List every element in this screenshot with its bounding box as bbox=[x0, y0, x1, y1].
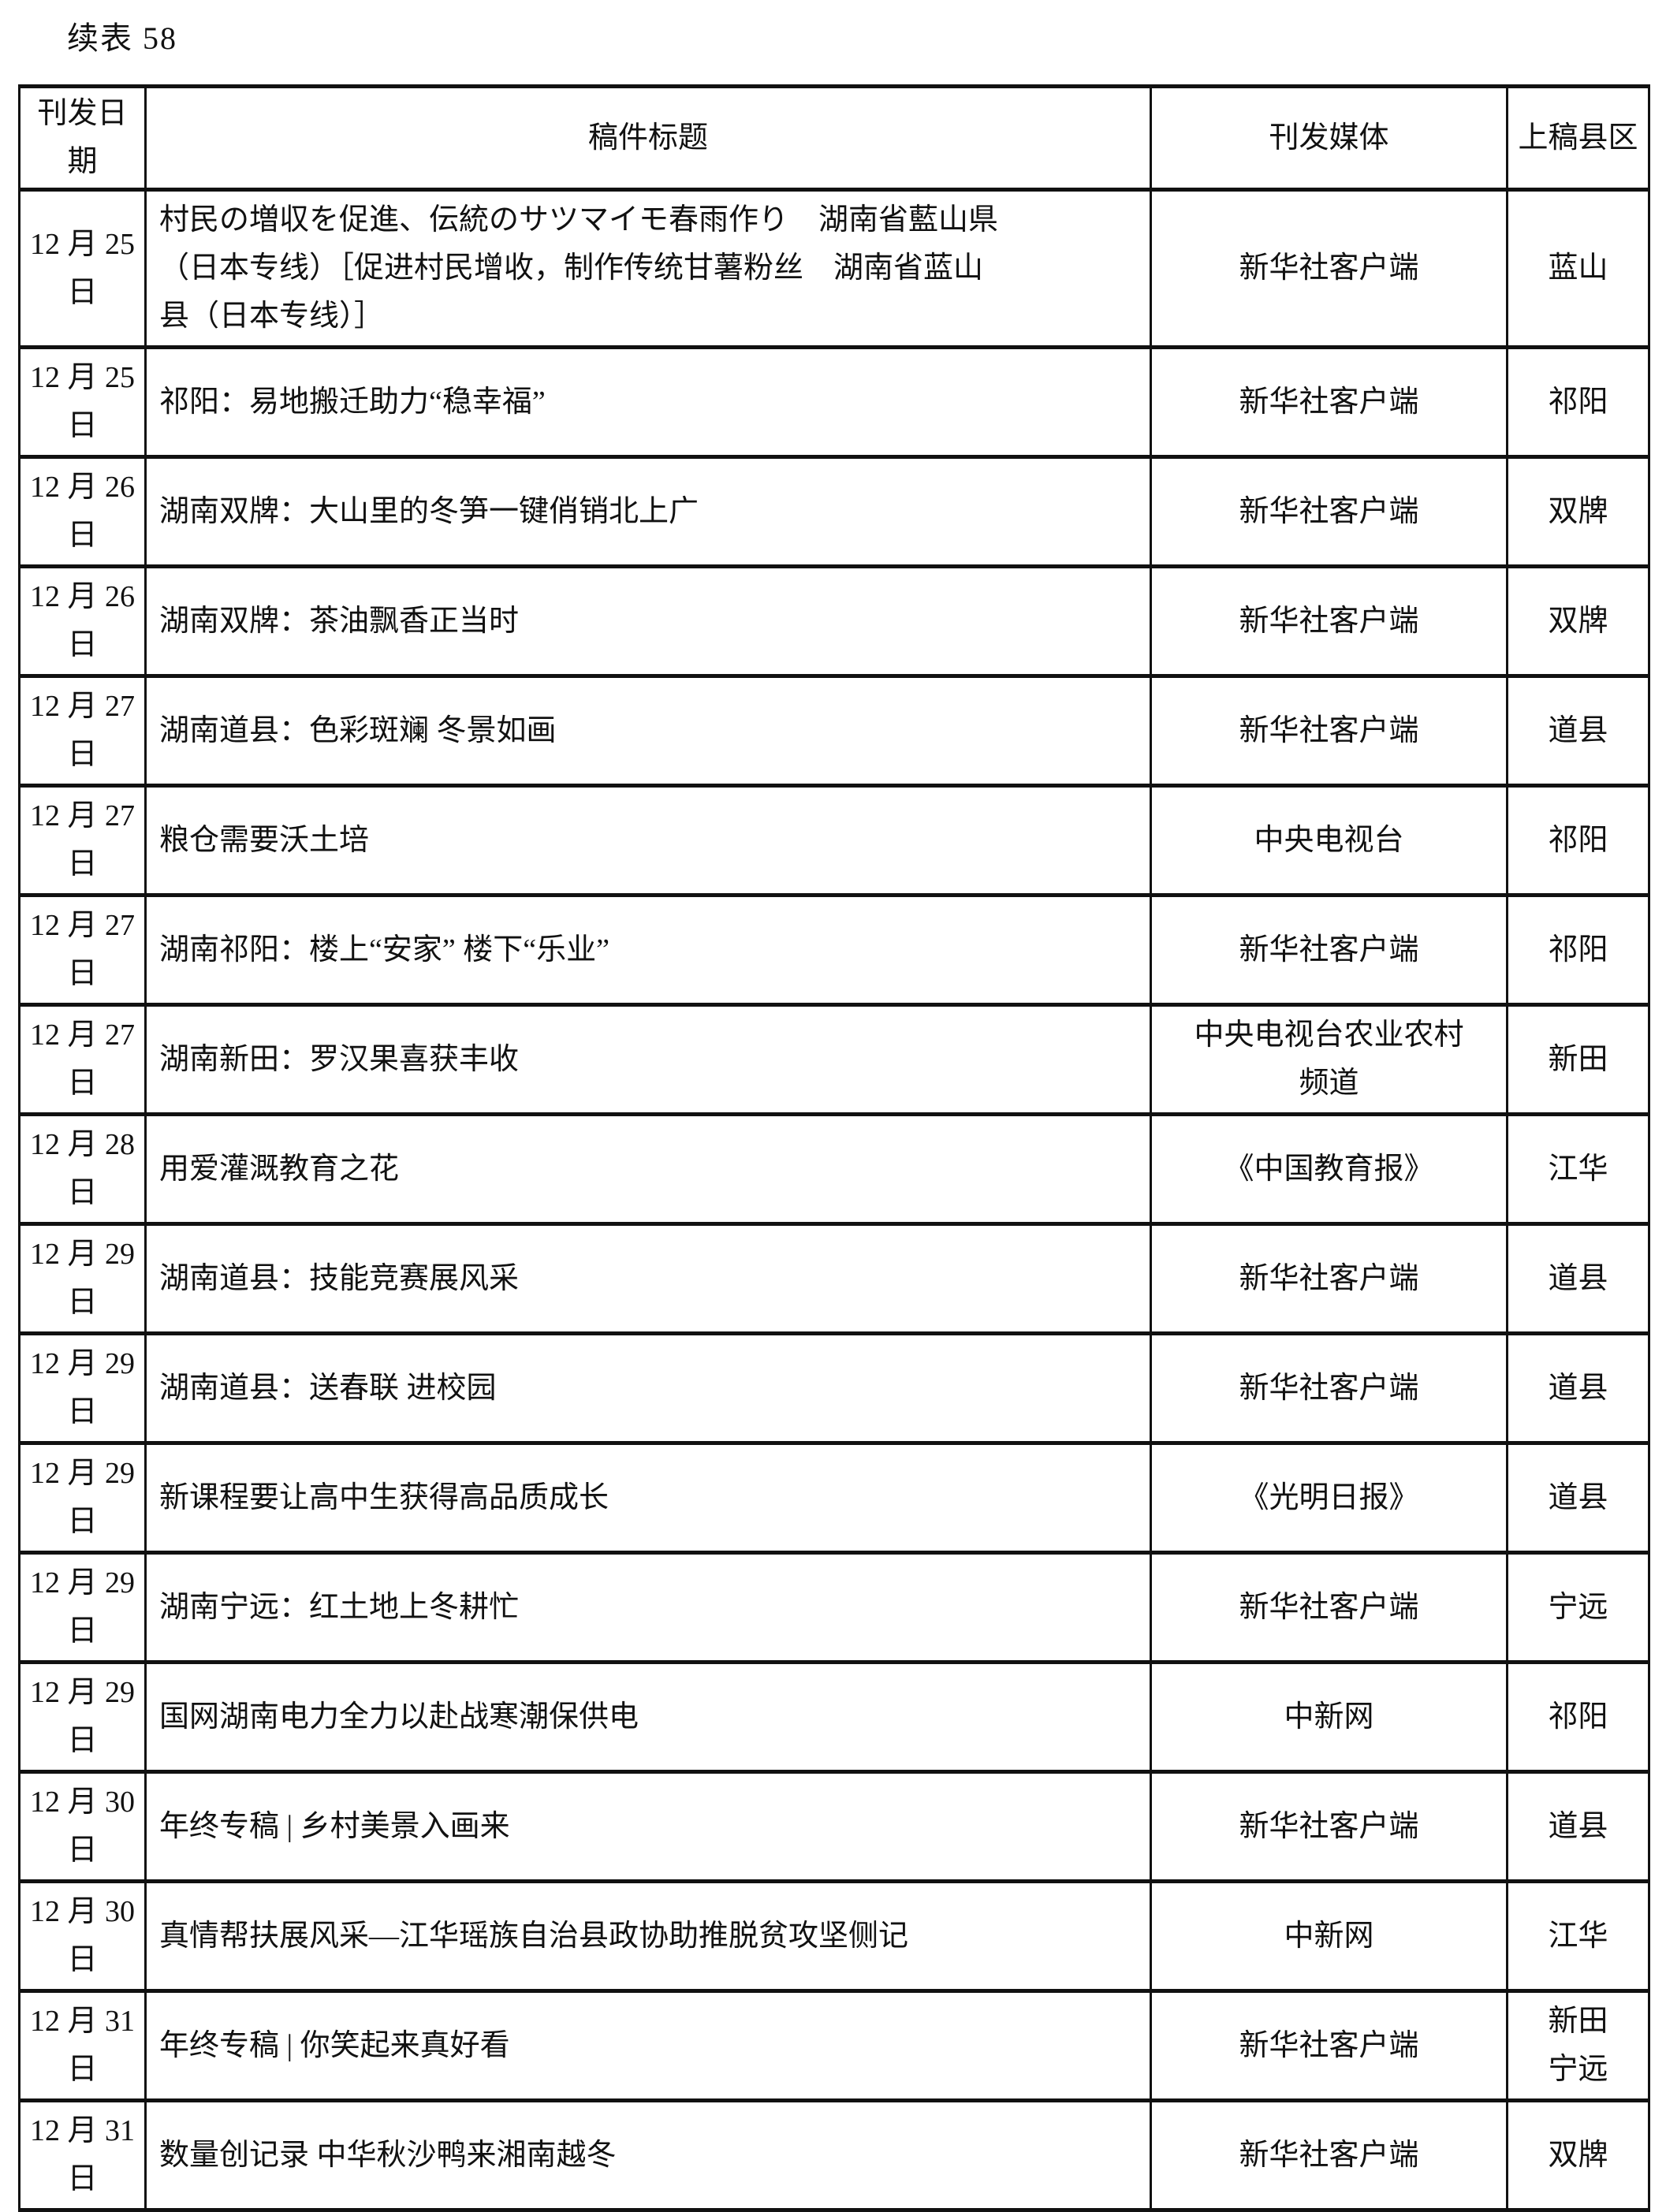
cell-county: 新田 宁远 bbox=[1506, 1989, 1650, 2102]
cell-date: 12 月 29 日 bbox=[18, 1441, 147, 1555]
cell-title: 湖南祁阳：楼上“安家” 楼下“乐业” bbox=[144, 893, 1152, 1007]
table-row: 12 月 30 日真情帮扶展风采—江华瑶族自治县政协助推脱贫攻坚侧记 中新网 江华 bbox=[18, 1879, 1650, 1993]
cell-media: 新华社客户端 bbox=[1150, 1989, 1508, 2102]
cell-date: 12 月 31 日 bbox=[18, 2098, 147, 2212]
cell-county: 祁阳 bbox=[1506, 784, 1650, 897]
cell-date: 12 月 26 日 bbox=[18, 564, 147, 678]
header-publish-date: 刊发日期 bbox=[18, 84, 147, 192]
cell-media: 新华社客户端 bbox=[1150, 674, 1508, 788]
cell-county: 祁阳 bbox=[1506, 1660, 1650, 1774]
table-row: 12 月 28 日用爱灌溉教育之花 《中国教育报》 江华 bbox=[18, 1112, 1650, 1226]
cell-media: 新华社客户端 bbox=[1150, 1222, 1508, 1335]
table-continuation-caption: 续表 58 bbox=[67, 20, 177, 56]
cell-county: 蓝山 bbox=[1506, 188, 1650, 349]
cell-media: 《光明日报》 bbox=[1150, 1441, 1508, 1555]
cell-media: 中央电视台 bbox=[1150, 784, 1508, 897]
cell-media: 新华社客户端 bbox=[1150, 2098, 1508, 2212]
header-article-title: 稿件标题 bbox=[144, 84, 1152, 192]
published-articles-table: 刊发日期 稿件标题 刊发媒体 上稿县区 12 月 25 日村民の増収を促進、伝統… bbox=[18, 84, 1650, 2212]
table-row: 12 月 29 日湖南道县：技能竞赛展风采 新华社客户端 道县 bbox=[18, 1222, 1650, 1335]
cell-date: 12 月 29 日 bbox=[18, 1331, 147, 1445]
table-row: 12 月 26 日湖南双牌：大山里的冬笋一键俏销北上广 新华社客户端 双牌 bbox=[18, 455, 1650, 568]
cell-title: 年终专稿 | 乡村美景入画来 bbox=[144, 1770, 1152, 1883]
cell-county: 江华 bbox=[1506, 1879, 1650, 1993]
cell-media: 新华社客户端 bbox=[1150, 455, 1508, 568]
cell-county: 道县 bbox=[1506, 674, 1650, 788]
cell-date: 12 月 25 日 bbox=[18, 188, 147, 349]
cell-title: 用爱灌溉教育之花 bbox=[144, 1112, 1152, 1226]
cell-county: 道县 bbox=[1506, 1770, 1650, 1883]
cell-media: 中新网 bbox=[1150, 1660, 1508, 1774]
cell-media: 中新网 bbox=[1150, 1879, 1508, 1993]
table-row: 12 月 31 日年终专稿 | 你笑起来真好看 新华社客户端 新田 宁远 bbox=[18, 1989, 1650, 2102]
cell-county: 双牌 bbox=[1506, 2098, 1650, 2212]
cell-title: 湖南道县：技能竞赛展风采 bbox=[144, 1222, 1152, 1335]
cell-media: 新华社客户端 bbox=[1150, 1770, 1508, 1883]
cell-county: 双牌 bbox=[1506, 564, 1650, 678]
cell-date: 12 月 27 日 bbox=[18, 1003, 147, 1116]
cell-title: 村民の増収を促進、伝統のサツマイモ春雨作り 湖南省藍山県 （日本专线）［促进村民… bbox=[144, 188, 1152, 349]
cell-media: 新华社客户端 bbox=[1150, 564, 1508, 678]
cell-county: 道县 bbox=[1506, 1331, 1650, 1445]
cell-date: 12 月 27 日 bbox=[18, 674, 147, 788]
cell-county: 祁阳 bbox=[1506, 893, 1650, 1007]
header-row: 刊发日期 稿件标题 刊发媒体 上稿县区 bbox=[18, 84, 1650, 192]
cell-media: 新华社客户端 bbox=[1150, 1551, 1508, 1664]
cell-title: 真情帮扶展风采—江华瑶族自治县政协助推脱贫攻坚侧记 bbox=[144, 1879, 1152, 1993]
cell-title: 湖南道县：色彩斑斓 冬景如画 bbox=[144, 674, 1152, 788]
cell-title: 粮仓需要沃土培 bbox=[144, 784, 1152, 897]
cell-date: 12 月 26 日 bbox=[18, 455, 147, 568]
table-row: 12 月 27 日湖南新田：罗汉果喜获丰收 中央电视台农业农村 频道 新田 bbox=[18, 1003, 1650, 1116]
table-row: 12 月 27 日湖南道县：色彩斑斓 冬景如画 新华社客户端 道县 bbox=[18, 674, 1650, 788]
table-row: 12 月 29 日湖南道县：送春联 进校园 新华社客户端 道县 bbox=[18, 1331, 1650, 1445]
cell-date: 12 月 31 日 bbox=[18, 1989, 147, 2102]
cell-title: 祁阳：易地搬迁助力“稳幸福” bbox=[144, 345, 1152, 459]
table-row: 12 月 25 日祁阳：易地搬迁助力“稳幸福” 新华社客户端 祁阳 bbox=[18, 345, 1650, 459]
cell-county: 江华 bbox=[1506, 1112, 1650, 1226]
cell-date: 12 月 27 日 bbox=[18, 893, 147, 1007]
cell-media: 新华社客户端 bbox=[1150, 1331, 1508, 1445]
table-row: 12 月 27 日粮仓需要沃土培 中央电视台 祁阳 bbox=[18, 784, 1650, 897]
cell-title: 湖南双牌：茶油飘香正当时 bbox=[144, 564, 1152, 678]
cell-date: 12 月 30 日 bbox=[18, 1770, 147, 1883]
cell-title: 湖南宁远：红土地上冬耕忙 bbox=[144, 1551, 1152, 1664]
cell-media: 新华社客户端 bbox=[1150, 345, 1508, 459]
cell-county: 宁远 bbox=[1506, 1551, 1650, 1664]
table-body: 12 月 25 日村民の増収を促進、伝統のサツマイモ春雨作り 湖南省藍山県 （日… bbox=[18, 188, 1650, 2212]
header-publish-media: 刊发媒体 bbox=[1150, 84, 1508, 192]
table-row: 12 月 26 日湖南双牌：茶油飘香正当时 新华社客户端 双牌 bbox=[18, 564, 1650, 678]
cell-county: 道县 bbox=[1506, 1441, 1650, 1555]
cell-date: 12 月 29 日 bbox=[18, 1551, 147, 1664]
cell-title: 国网湖南电力全力以赴战寒潮保供电 bbox=[144, 1660, 1152, 1774]
cell-date: 12 月 27 日 bbox=[18, 784, 147, 897]
cell-title: 湖南双牌：大山里的冬笋一键俏销北上广 bbox=[144, 455, 1152, 568]
cell-title: 新课程要让高中生获得高品质成长 bbox=[144, 1441, 1152, 1555]
table-row: 12 月 27 日湖南祁阳：楼上“安家” 楼下“乐业” 新华社客户端 祁阳 bbox=[18, 893, 1650, 1007]
page: { "page": { "caption": "续表 58" }, "table… bbox=[18, 20, 1650, 2212]
header-county: 上稿县区 bbox=[1506, 84, 1650, 192]
cell-date: 12 月 29 日 bbox=[18, 1222, 147, 1335]
cell-date: 12 月 30 日 bbox=[18, 1879, 147, 1993]
cell-date: 12 月 28 日 bbox=[18, 1112, 147, 1226]
table-row: 12 月 31 日数量创记录 中华秋沙鸭来湘南越冬 新华社客户端 双牌 bbox=[18, 2098, 1650, 2212]
cell-media: 新华社客户端 bbox=[1150, 188, 1508, 349]
cell-media: 《中国教育报》 bbox=[1150, 1112, 1508, 1226]
table-row: 12 月 30 日年终专稿 | 乡村美景入画来 新华社客户端 道县 bbox=[18, 1770, 1650, 1883]
cell-county: 道县 bbox=[1506, 1222, 1650, 1335]
cell-title: 湖南道县：送春联 进校园 bbox=[144, 1331, 1152, 1445]
cell-media: 中央电视台农业农村 频道 bbox=[1150, 1003, 1508, 1116]
cell-title: 数量创记录 中华秋沙鸭来湘南越冬 bbox=[144, 2098, 1152, 2212]
cell-media: 新华社客户端 bbox=[1150, 893, 1508, 1007]
table-row: 12 月 29 日国网湖南电力全力以赴战寒潮保供电 中新网 祁阳 bbox=[18, 1660, 1650, 1774]
cell-date: 12 月 29 日 bbox=[18, 1660, 147, 1774]
cell-county: 祁阳 bbox=[1506, 345, 1650, 459]
cell-title: 湖南新田：罗汉果喜获丰收 bbox=[144, 1003, 1152, 1116]
cell-county: 双牌 bbox=[1506, 455, 1650, 568]
cell-title: 年终专稿 | 你笑起来真好看 bbox=[144, 1989, 1152, 2102]
table-row: 12 月 29 日湖南宁远：红土地上冬耕忙 新华社客户端 宁远 bbox=[18, 1551, 1650, 1664]
cell-date: 12 月 25 日 bbox=[18, 345, 147, 459]
table-row: 12 月 25 日村民の増収を促進、伝統のサツマイモ春雨作り 湖南省藍山県 （日… bbox=[18, 188, 1650, 349]
cell-county: 新田 bbox=[1506, 1003, 1650, 1116]
table-row: 12 月 29 日新课程要让高中生获得高品质成长 《光明日报》 道县 bbox=[18, 1441, 1650, 1555]
